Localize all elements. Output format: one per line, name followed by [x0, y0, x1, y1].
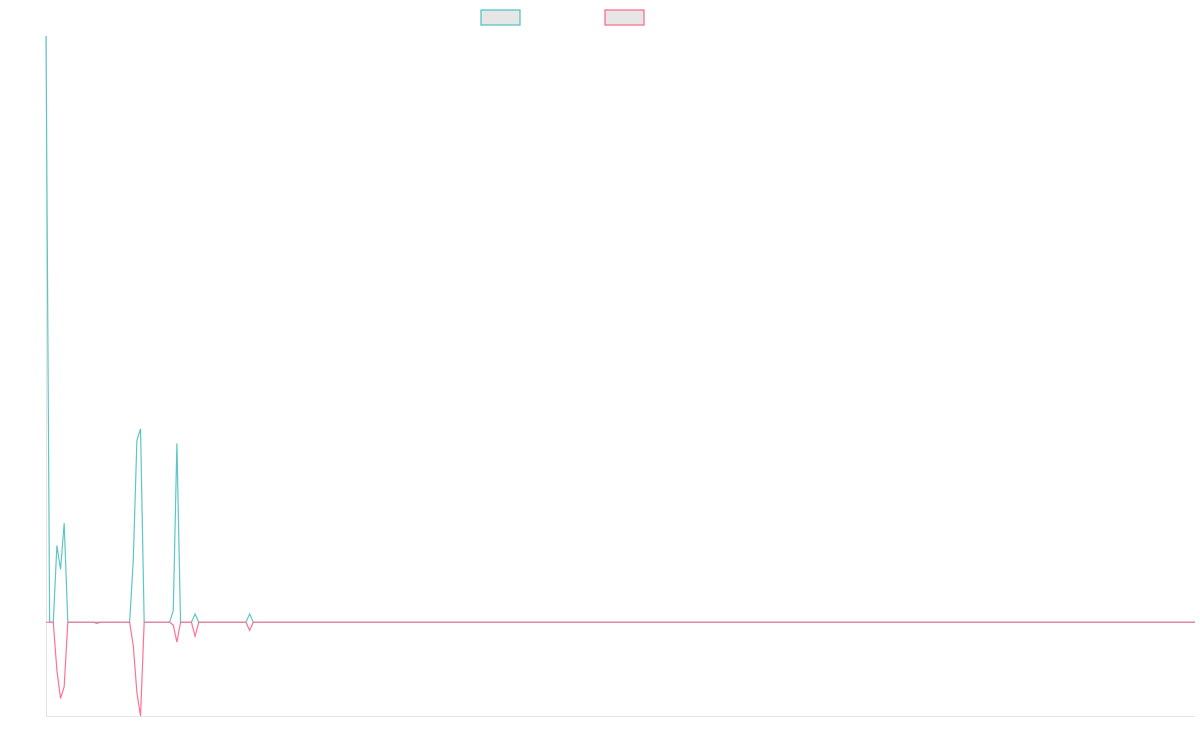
legend-swatch-2[interactable] [604, 9, 645, 26]
series-group [45, 35, 1195, 717]
series-line-1 [45, 35, 1195, 623]
legend-swatch-1[interactable] [480, 9, 521, 26]
series-line-2 [46, 621, 1195, 717]
legend [480, 9, 645, 26]
axes [46, 36, 1195, 717]
